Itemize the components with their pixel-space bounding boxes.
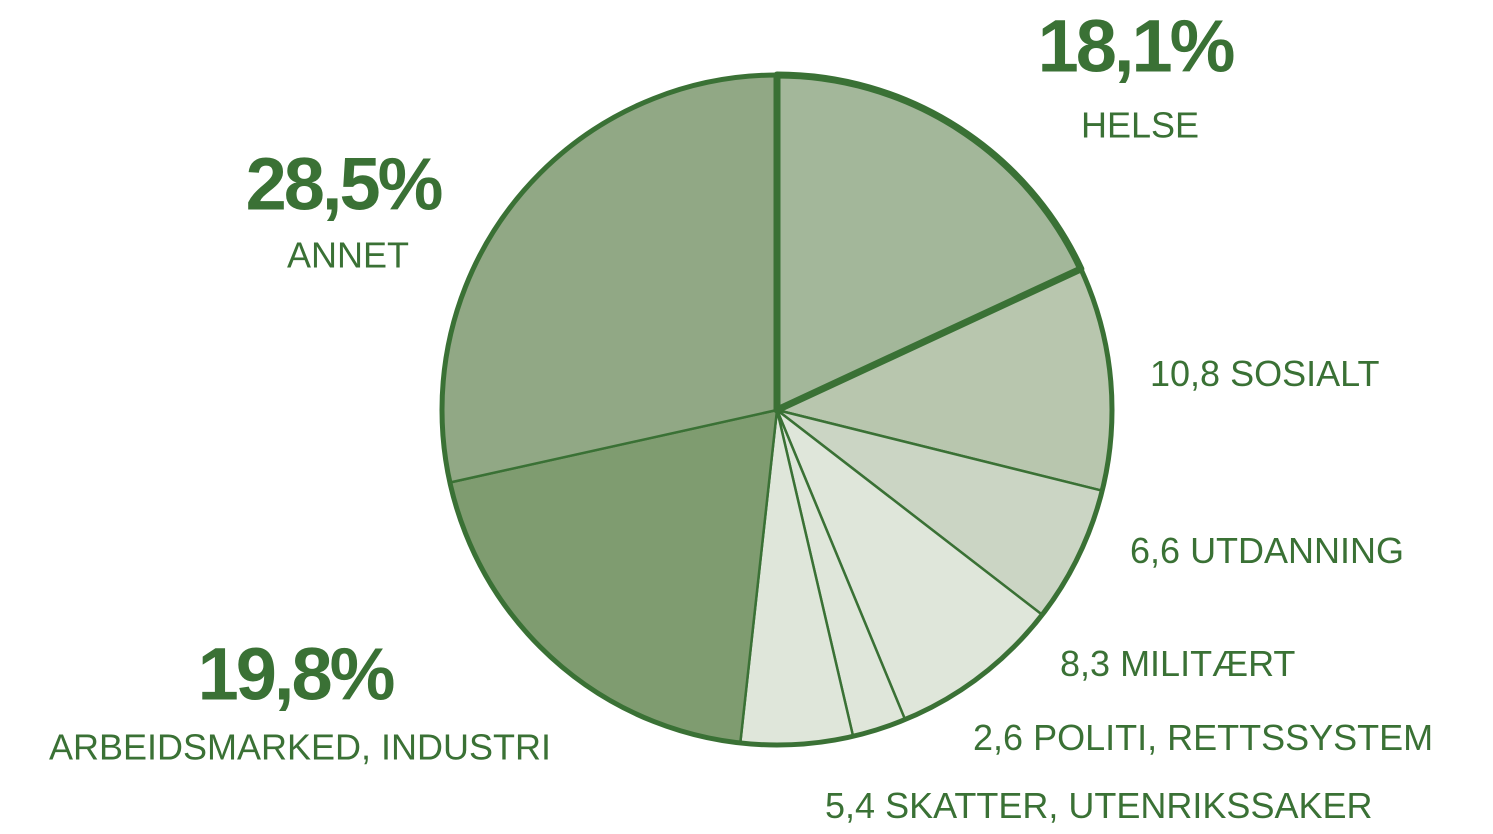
slice-label: 5,4 SKATTER, UTENRIKSSAKER — [825, 785, 1373, 826]
category-label: ANNET — [287, 235, 409, 276]
category-label: SKATTER, UTENRIKSSAKER — [885, 785, 1372, 826]
pie-slice — [773, 71, 1085, 414]
category-label: ARBEIDSMARKED, INDUSTRI — [49, 727, 551, 768]
slice-label: 2,6 POLITI, RETTSSYSTEM — [973, 717, 1433, 758]
category-label: HELSE — [1081, 105, 1199, 146]
value-label: 5,4 — [825, 785, 875, 826]
category-label: POLITI, RETTSSYSTEM — [1033, 717, 1433, 758]
category-label: MILITÆRT — [1120, 643, 1295, 684]
category-label: SOSIALT — [1230, 353, 1379, 394]
value-label: 6,6 — [1130, 530, 1180, 571]
value-label: 8,3 — [1060, 643, 1110, 684]
slice-label: 10,8 SOSIALT — [1150, 353, 1379, 394]
value-label: 18,1% — [1038, 5, 1234, 88]
value-label: 10,8 — [1150, 353, 1220, 394]
slice-label: 8,3 MILITÆRT — [1060, 643, 1295, 684]
category-label: UTDANNING — [1190, 530, 1404, 571]
value-label: 28,5% — [246, 143, 442, 226]
pie-slice — [440, 73, 779, 484]
value-label: 2,6 — [973, 717, 1023, 758]
slice-label: 6,6 UTDANNING — [1130, 530, 1404, 571]
value-label: 19,8% — [198, 633, 394, 716]
